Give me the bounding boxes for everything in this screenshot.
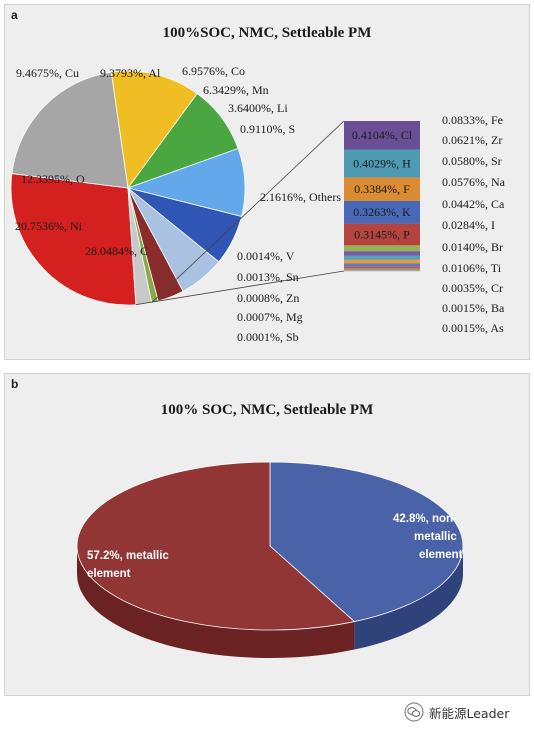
pie-a-label-9: 2.1616%, Others <box>260 190 341 204</box>
pie-b-slices <box>76 461 464 631</box>
panel-b: b 100% SOC, NMC, Settleable PM 42.8%, no… <box>4 373 530 696</box>
others-label-left-16: 0.0014%, V <box>237 249 295 263</box>
panel-a-letter: a <box>11 8 18 22</box>
pie-a-label-5: 6.9576%, Co <box>182 64 245 78</box>
pie-a-label-0: 28.0484%, C <box>85 244 148 258</box>
pie-b-side-0 <box>354 546 463 650</box>
others-bar-segment-4 <box>344 223 420 246</box>
chart-b-title: 100% SOC, NMC, Settleable PM <box>160 402 374 418</box>
wechat-icon <box>404 702 424 722</box>
others-label-right-6: 0.0621%, Zr <box>442 133 502 147</box>
pie-a-label-4: 9.3793%, Al <box>100 66 161 80</box>
pie-a-slice-0 <box>10 173 137 306</box>
others-label-left-18: 0.0008%, Zn <box>237 291 299 305</box>
pie-a-slices <box>10 70 246 306</box>
chart-a: 28.0484%, C20.7536%, Ni 12.3395%, O 9.4675… <box>10 64 506 344</box>
pie-b-label-1-line2: element <box>87 568 131 580</box>
others-bar-segment-5 <box>344 245 420 252</box>
others-bar-segment-9 <box>344 263 420 267</box>
pie-a-label-8: 0.9110%, S <box>240 122 295 136</box>
pie-b-label-1-line1: 57.2%, metallic <box>87 550 169 562</box>
others-bar-inner-label-3: 0.3263%, K <box>353 205 411 219</box>
chart-b: 42.8%, non-metallic element 57.2%, metalli… <box>76 461 464 658</box>
watermark: 新能源Leader <box>404 702 509 722</box>
others-bar-inner-label-1: 0.4029%, H <box>353 156 411 170</box>
others-bar-segment-2 <box>344 177 420 201</box>
others-label-right-15: 0.0015%, As <box>442 321 504 335</box>
others-bar-segment-8 <box>344 259 420 264</box>
others-bar-inner-label-0: 0.4104%, Cl <box>352 128 413 142</box>
pie-b-label-0-line3: element <box>419 549 463 561</box>
pie-a-label-3: 9.4675%, Cu <box>16 66 79 80</box>
pie-b-label-0-line1: 42.8%, non- <box>393 513 457 525</box>
chart-a-title: 100%SOC, NMC, Settleable PM <box>162 25 372 41</box>
others-bar-segment-0 <box>344 121 420 150</box>
pie-a-slice-1 <box>11 71 129 189</box>
others-bar-segment-12 <box>344 269 420 271</box>
pie-a-label-2: 12.3395%, O <box>21 172 85 186</box>
panel-b-letter: b <box>11 377 19 391</box>
watermark-text: 新能源Leader <box>429 705 510 721</box>
pie-a-label-1: 20.7536%, Ni <box>15 219 83 233</box>
others-bar-segment-7 <box>344 255 420 260</box>
others-label-right-12: 0.0106%, Ti <box>442 261 502 275</box>
others-bar-segment-10 <box>344 266 420 269</box>
others-bar <box>344 121 420 272</box>
panel-a: a 100%SOC, NMC, Settleable PM 28.0484%, … <box>4 4 530 360</box>
others-bar-segment-11 <box>344 268 420 270</box>
others-bar-segment-6 <box>344 251 420 256</box>
others-bar-inner-label-4: 0.3145%, P <box>354 227 410 241</box>
pie-a-label-6: 6.3429%, Mn <box>203 83 269 97</box>
others-label-right-13: 0.0035%, Cr <box>442 281 503 295</box>
others-label-right-7: 0.0580%, Sr <box>442 154 502 168</box>
others-label-left-20: 0.0001%, Sb <box>237 330 299 344</box>
others-label-right-9: 0.0442%, Ca <box>442 197 505 211</box>
connector-line-bottom <box>135 270 345 306</box>
others-bar-segment-3 <box>344 200 420 224</box>
pie-b-slice-0 <box>269 461 464 622</box>
others-label-left-17: 0.0013%, Sn <box>237 270 299 284</box>
pie-b-slice-1 <box>76 461 356 631</box>
others-bar-inner-label-2: 0.3384%, F <box>354 182 410 196</box>
connector-line-top <box>151 120 345 303</box>
others-label-right-10: 0.0284%, I <box>442 218 495 232</box>
others-label-right-5: 0.0833%, Fe <box>442 113 503 127</box>
pie-b-label-0-line2: metallic <box>414 531 457 543</box>
others-label-left-19: 0.0007%, Mg <box>237 310 303 324</box>
others-label-right-14: 0.0015%, Ba <box>442 301 505 315</box>
others-bar-segment-1 <box>344 149 420 178</box>
others-label-right-11: 0.0140%, Br <box>442 240 503 254</box>
pie-a-slice-2 <box>110 70 198 190</box>
pie-a-label-7: 3.6400%, Li <box>228 101 288 115</box>
others-label-right-8: 0.0576%, Na <box>442 175 506 189</box>
